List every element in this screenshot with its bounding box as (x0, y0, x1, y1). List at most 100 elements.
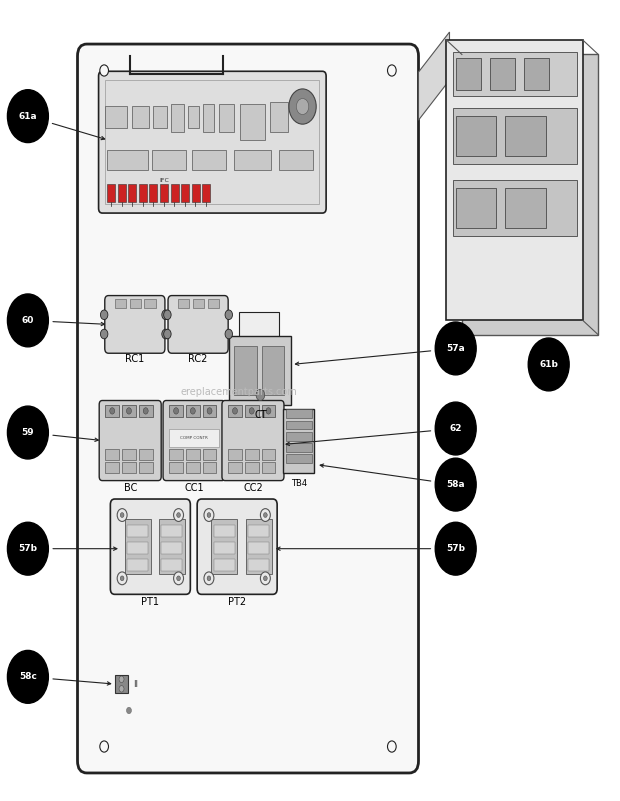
Bar (490, 58, 515, 90)
Bar (262, 346, 284, 395)
FancyBboxPatch shape (168, 296, 228, 353)
Bar (239, 312, 279, 340)
Text: 58a: 58a (446, 480, 465, 489)
Bar (161, 559, 182, 571)
Circle shape (177, 576, 180, 581)
Circle shape (120, 576, 124, 581)
Bar (203, 104, 214, 132)
Circle shape (7, 522, 48, 575)
Circle shape (260, 509, 270, 521)
Circle shape (100, 65, 108, 76)
Bar (181, 184, 189, 202)
Text: CC1: CC1 (184, 483, 204, 493)
Circle shape (7, 294, 48, 347)
Circle shape (435, 322, 476, 375)
Bar (139, 462, 153, 473)
Text: 62: 62 (450, 424, 462, 433)
Bar (453, 180, 577, 236)
Text: CC2: CC2 (243, 483, 263, 493)
Circle shape (260, 572, 270, 585)
Bar (128, 184, 136, 202)
Bar (186, 462, 200, 473)
FancyBboxPatch shape (163, 400, 225, 481)
Circle shape (120, 513, 124, 517)
Bar (132, 106, 149, 128)
Text: 57a: 57a (446, 344, 465, 353)
Bar (107, 184, 115, 202)
Text: 57b: 57b (19, 544, 37, 553)
Circle shape (119, 686, 124, 692)
Bar (139, 449, 153, 460)
Circle shape (174, 408, 179, 414)
Circle shape (435, 522, 476, 575)
Circle shape (256, 389, 265, 400)
Bar (152, 150, 186, 170)
Bar (139, 405, 153, 417)
Bar (270, 102, 288, 132)
Bar (115, 675, 128, 693)
Circle shape (162, 329, 169, 339)
Bar (248, 542, 269, 554)
Circle shape (266, 408, 271, 414)
Bar (169, 462, 183, 473)
Bar (122, 462, 136, 473)
Bar (105, 80, 319, 204)
Circle shape (225, 329, 232, 339)
Bar (262, 405, 275, 417)
Bar (505, 188, 546, 228)
FancyBboxPatch shape (99, 400, 161, 481)
Bar (169, 449, 183, 460)
Bar (234, 150, 271, 170)
Bar (115, 299, 126, 308)
Circle shape (232, 408, 237, 414)
Bar (118, 184, 126, 202)
Text: 58c: 58c (19, 672, 37, 682)
Text: ereplacementparts.com: ereplacementparts.com (180, 388, 297, 397)
Circle shape (174, 572, 184, 585)
Bar (186, 449, 200, 460)
FancyBboxPatch shape (99, 71, 326, 213)
Circle shape (264, 576, 267, 581)
Bar (203, 462, 216, 473)
Bar (203, 449, 216, 460)
Bar (130, 299, 141, 308)
Bar (229, 336, 291, 405)
FancyBboxPatch shape (105, 296, 165, 353)
Bar (219, 104, 234, 132)
Bar (262, 462, 275, 473)
Text: RC1: RC1 (125, 354, 144, 364)
Bar (153, 106, 167, 128)
Text: 61b: 61b (539, 360, 558, 369)
Text: IFC: IFC (159, 178, 169, 183)
FancyBboxPatch shape (110, 499, 190, 594)
Bar (286, 421, 312, 429)
Circle shape (177, 513, 180, 517)
Bar (453, 52, 577, 96)
Text: BC: BC (123, 483, 137, 493)
Circle shape (204, 572, 214, 585)
Bar (203, 405, 216, 417)
Bar (202, 184, 210, 202)
Circle shape (117, 572, 127, 585)
Bar (505, 116, 546, 156)
Bar (127, 525, 148, 537)
Polygon shape (418, 32, 449, 120)
Bar (159, 519, 185, 574)
Text: II: II (133, 679, 138, 689)
Bar (193, 299, 204, 308)
Bar (248, 559, 269, 571)
Bar (286, 454, 312, 463)
Bar (228, 449, 242, 460)
Circle shape (7, 90, 48, 143)
Bar (248, 525, 269, 537)
Bar (169, 429, 219, 447)
Circle shape (143, 408, 148, 414)
Text: PT2: PT2 (228, 597, 246, 606)
Circle shape (100, 329, 108, 339)
Bar (178, 299, 189, 308)
Bar (144, 299, 156, 308)
Bar (188, 106, 199, 128)
Text: COMP CONTR: COMP CONTR (180, 437, 208, 440)
Bar (286, 409, 312, 418)
Circle shape (207, 408, 212, 414)
